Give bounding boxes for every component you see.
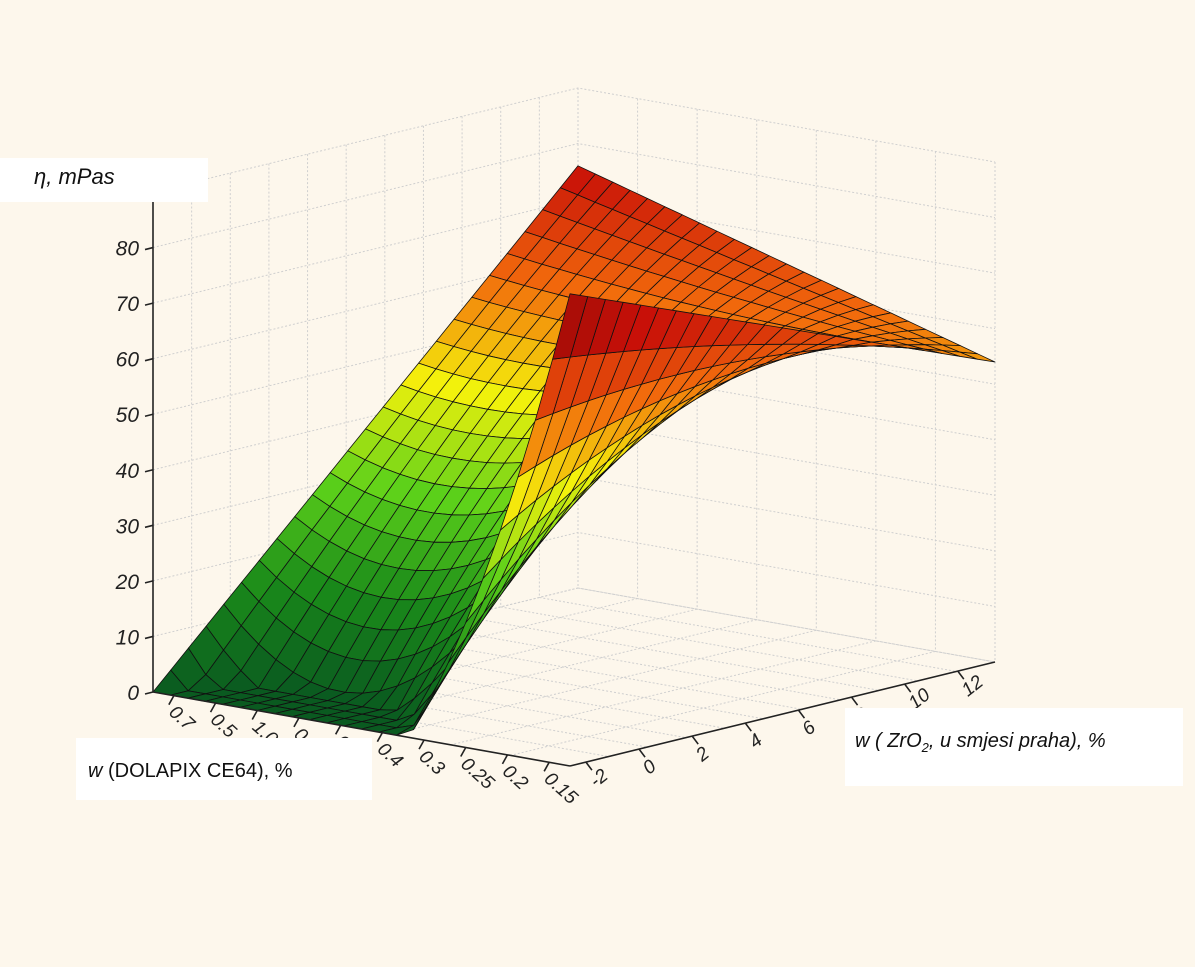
x-tick — [418, 739, 425, 750]
z-tick — [144, 302, 154, 306]
y-tick — [850, 696, 859, 706]
y-tick — [744, 722, 752, 732]
grid-line-y — [450, 140, 877, 746]
z-tick-label: 10 — [116, 626, 140, 649]
grid-line-x — [500, 106, 918, 682]
z-tick-label: 20 — [115, 571, 140, 594]
x-tick — [543, 761, 550, 772]
z-tick — [144, 413, 154, 417]
z-tick-label: 50 — [116, 404, 140, 427]
grid-line-x — [538, 97, 957, 672]
z-tick — [144, 469, 154, 473]
z-axis-title-text: η, mPas — [34, 164, 115, 189]
x-tick — [251, 710, 258, 720]
z-tick-label: 40 — [116, 460, 140, 483]
y-tick — [638, 748, 646, 758]
y-tick-label: 4 — [745, 730, 766, 753]
z-tick — [144, 357, 154, 362]
z-tick-label: 0 — [127, 682, 139, 705]
x-tick-label: 0.4 — [373, 739, 407, 772]
grid-line-y — [212, 98, 639, 704]
axes — [144, 191, 996, 772]
y-tick-label: 6 — [799, 717, 821, 740]
x-tick — [209, 702, 217, 713]
y-axis-title-subscript: 2 — [921, 740, 929, 755]
grid-line-y — [510, 151, 936, 756]
z-tick — [144, 635, 154, 640]
x-axis-title-var: w — [88, 760, 103, 782]
x-tick — [168, 695, 175, 706]
x-axis-title: w (DOLAPIX CE64), % — [76, 738, 372, 800]
x-tick — [293, 717, 300, 728]
y-tick-label: 0 — [639, 756, 661, 779]
z-tick — [144, 524, 154, 529]
z-axis-title: η, mPas — [0, 158, 208, 202]
x-axis-line — [152, 691, 571, 767]
y-tick-label: 2 — [692, 743, 714, 767]
z-tick-label: 80 — [116, 238, 140, 261]
surface — [152, 165, 996, 736]
x-tick-label: 0.2 — [498, 761, 532, 795]
z-tick — [144, 246, 154, 251]
z-tick — [144, 691, 154, 695]
z-tick-label: 70 — [116, 293, 140, 316]
y-tick — [957, 670, 965, 680]
z-tick — [144, 580, 154, 584]
x-tick — [501, 754, 509, 765]
x-tick-label: 0.25 — [456, 754, 498, 795]
surface-patch — [552, 293, 589, 360]
x-tick-label: 0.3 — [415, 746, 449, 780]
x-axis-title-rest: (DOLAPIX CE64), % — [102, 760, 293, 782]
z-tick-label: 60 — [116, 349, 140, 372]
y-axis-title-var: w ( ZrO — [855, 730, 922, 752]
y-tick — [691, 735, 699, 745]
x-tick — [376, 732, 384, 743]
x-tick-label: 0.15 — [540, 768, 582, 809]
y-axis-title: w ( ZrO2, u smjesi praha), % — [845, 708, 1183, 786]
grid-line-y — [152, 88, 579, 693]
y-tick — [904, 683, 912, 693]
y-axis-title-rest: , u smjesi praha), % — [928, 730, 1106, 752]
y-tick-label: 12 — [958, 671, 988, 701]
x-tick-label: 0.7 — [165, 702, 200, 736]
y-axis-line — [569, 661, 996, 767]
grid-line-y — [391, 130, 817, 735]
grid-line-y — [331, 119, 758, 725]
x-tick — [334, 724, 342, 735]
grid-line-z — [152, 143, 996, 249]
x-tick — [460, 747, 467, 757]
grid-line-y — [272, 109, 698, 714]
z-tick-label: 30 — [116, 515, 140, 538]
y-tick — [797, 709, 806, 719]
y-tick — [585, 761, 593, 771]
